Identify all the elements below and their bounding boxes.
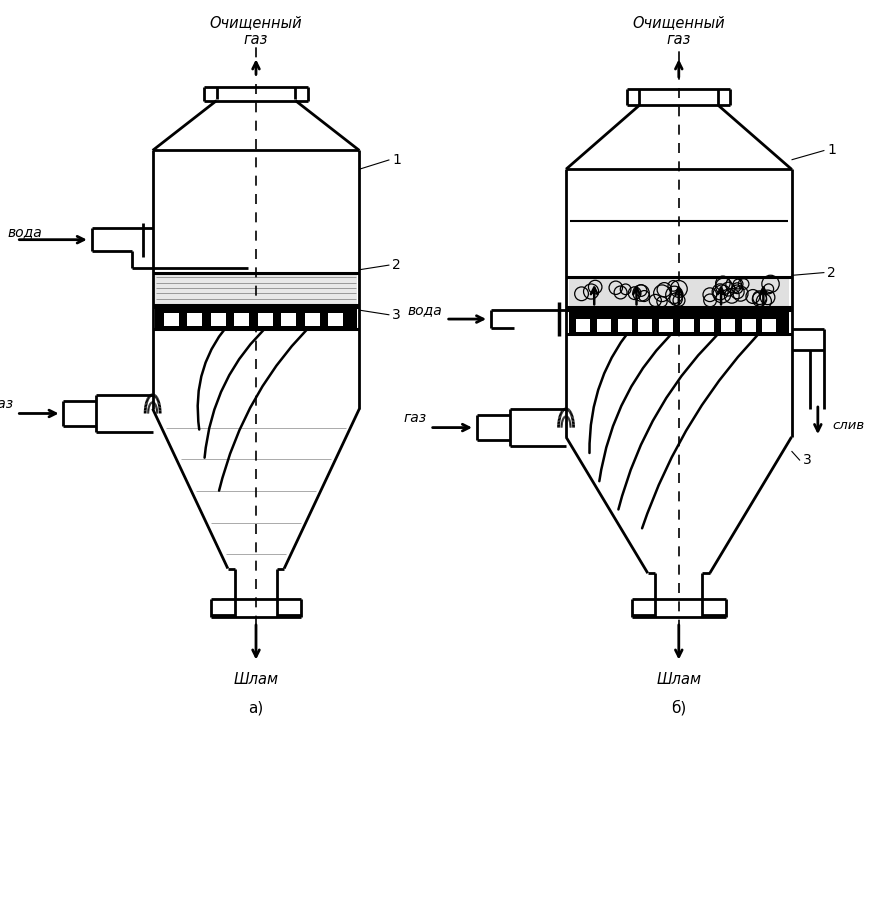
Text: Шлам: Шлам xyxy=(233,671,279,687)
Text: 1: 1 xyxy=(392,153,401,167)
Polygon shape xyxy=(680,319,694,332)
Polygon shape xyxy=(281,313,296,326)
Polygon shape xyxy=(154,272,357,305)
Text: газ: газ xyxy=(404,411,427,425)
Text: 2: 2 xyxy=(392,258,401,272)
Polygon shape xyxy=(258,313,273,326)
Text: Шлам: Шлам xyxy=(656,671,701,687)
Text: а): а) xyxy=(248,700,263,715)
Polygon shape xyxy=(763,319,777,332)
Text: газ: газ xyxy=(0,397,13,411)
Polygon shape xyxy=(721,319,735,332)
Text: слив: слив xyxy=(832,419,864,432)
Polygon shape xyxy=(597,319,611,332)
Polygon shape xyxy=(742,319,755,332)
Polygon shape xyxy=(188,313,203,326)
Text: 2: 2 xyxy=(827,266,836,280)
Text: вода: вода xyxy=(8,225,43,240)
Text: Очищенный
газ: Очищенный газ xyxy=(632,15,725,47)
Text: вода: вода xyxy=(407,302,442,317)
Polygon shape xyxy=(700,319,714,332)
Text: 3: 3 xyxy=(803,454,812,467)
Polygon shape xyxy=(569,277,789,307)
Polygon shape xyxy=(164,313,179,326)
Polygon shape xyxy=(329,313,344,326)
Text: 1: 1 xyxy=(827,143,836,158)
Polygon shape xyxy=(576,319,590,332)
Text: б): б) xyxy=(672,700,687,716)
Polygon shape xyxy=(569,310,789,333)
Polygon shape xyxy=(305,313,320,326)
Polygon shape xyxy=(211,313,226,326)
Polygon shape xyxy=(234,313,249,326)
Polygon shape xyxy=(618,319,632,332)
Text: 3: 3 xyxy=(392,308,401,322)
Polygon shape xyxy=(154,307,357,329)
Polygon shape xyxy=(638,319,653,332)
Polygon shape xyxy=(659,319,673,332)
Text: Очищенный
газ: Очищенный газ xyxy=(210,15,303,47)
